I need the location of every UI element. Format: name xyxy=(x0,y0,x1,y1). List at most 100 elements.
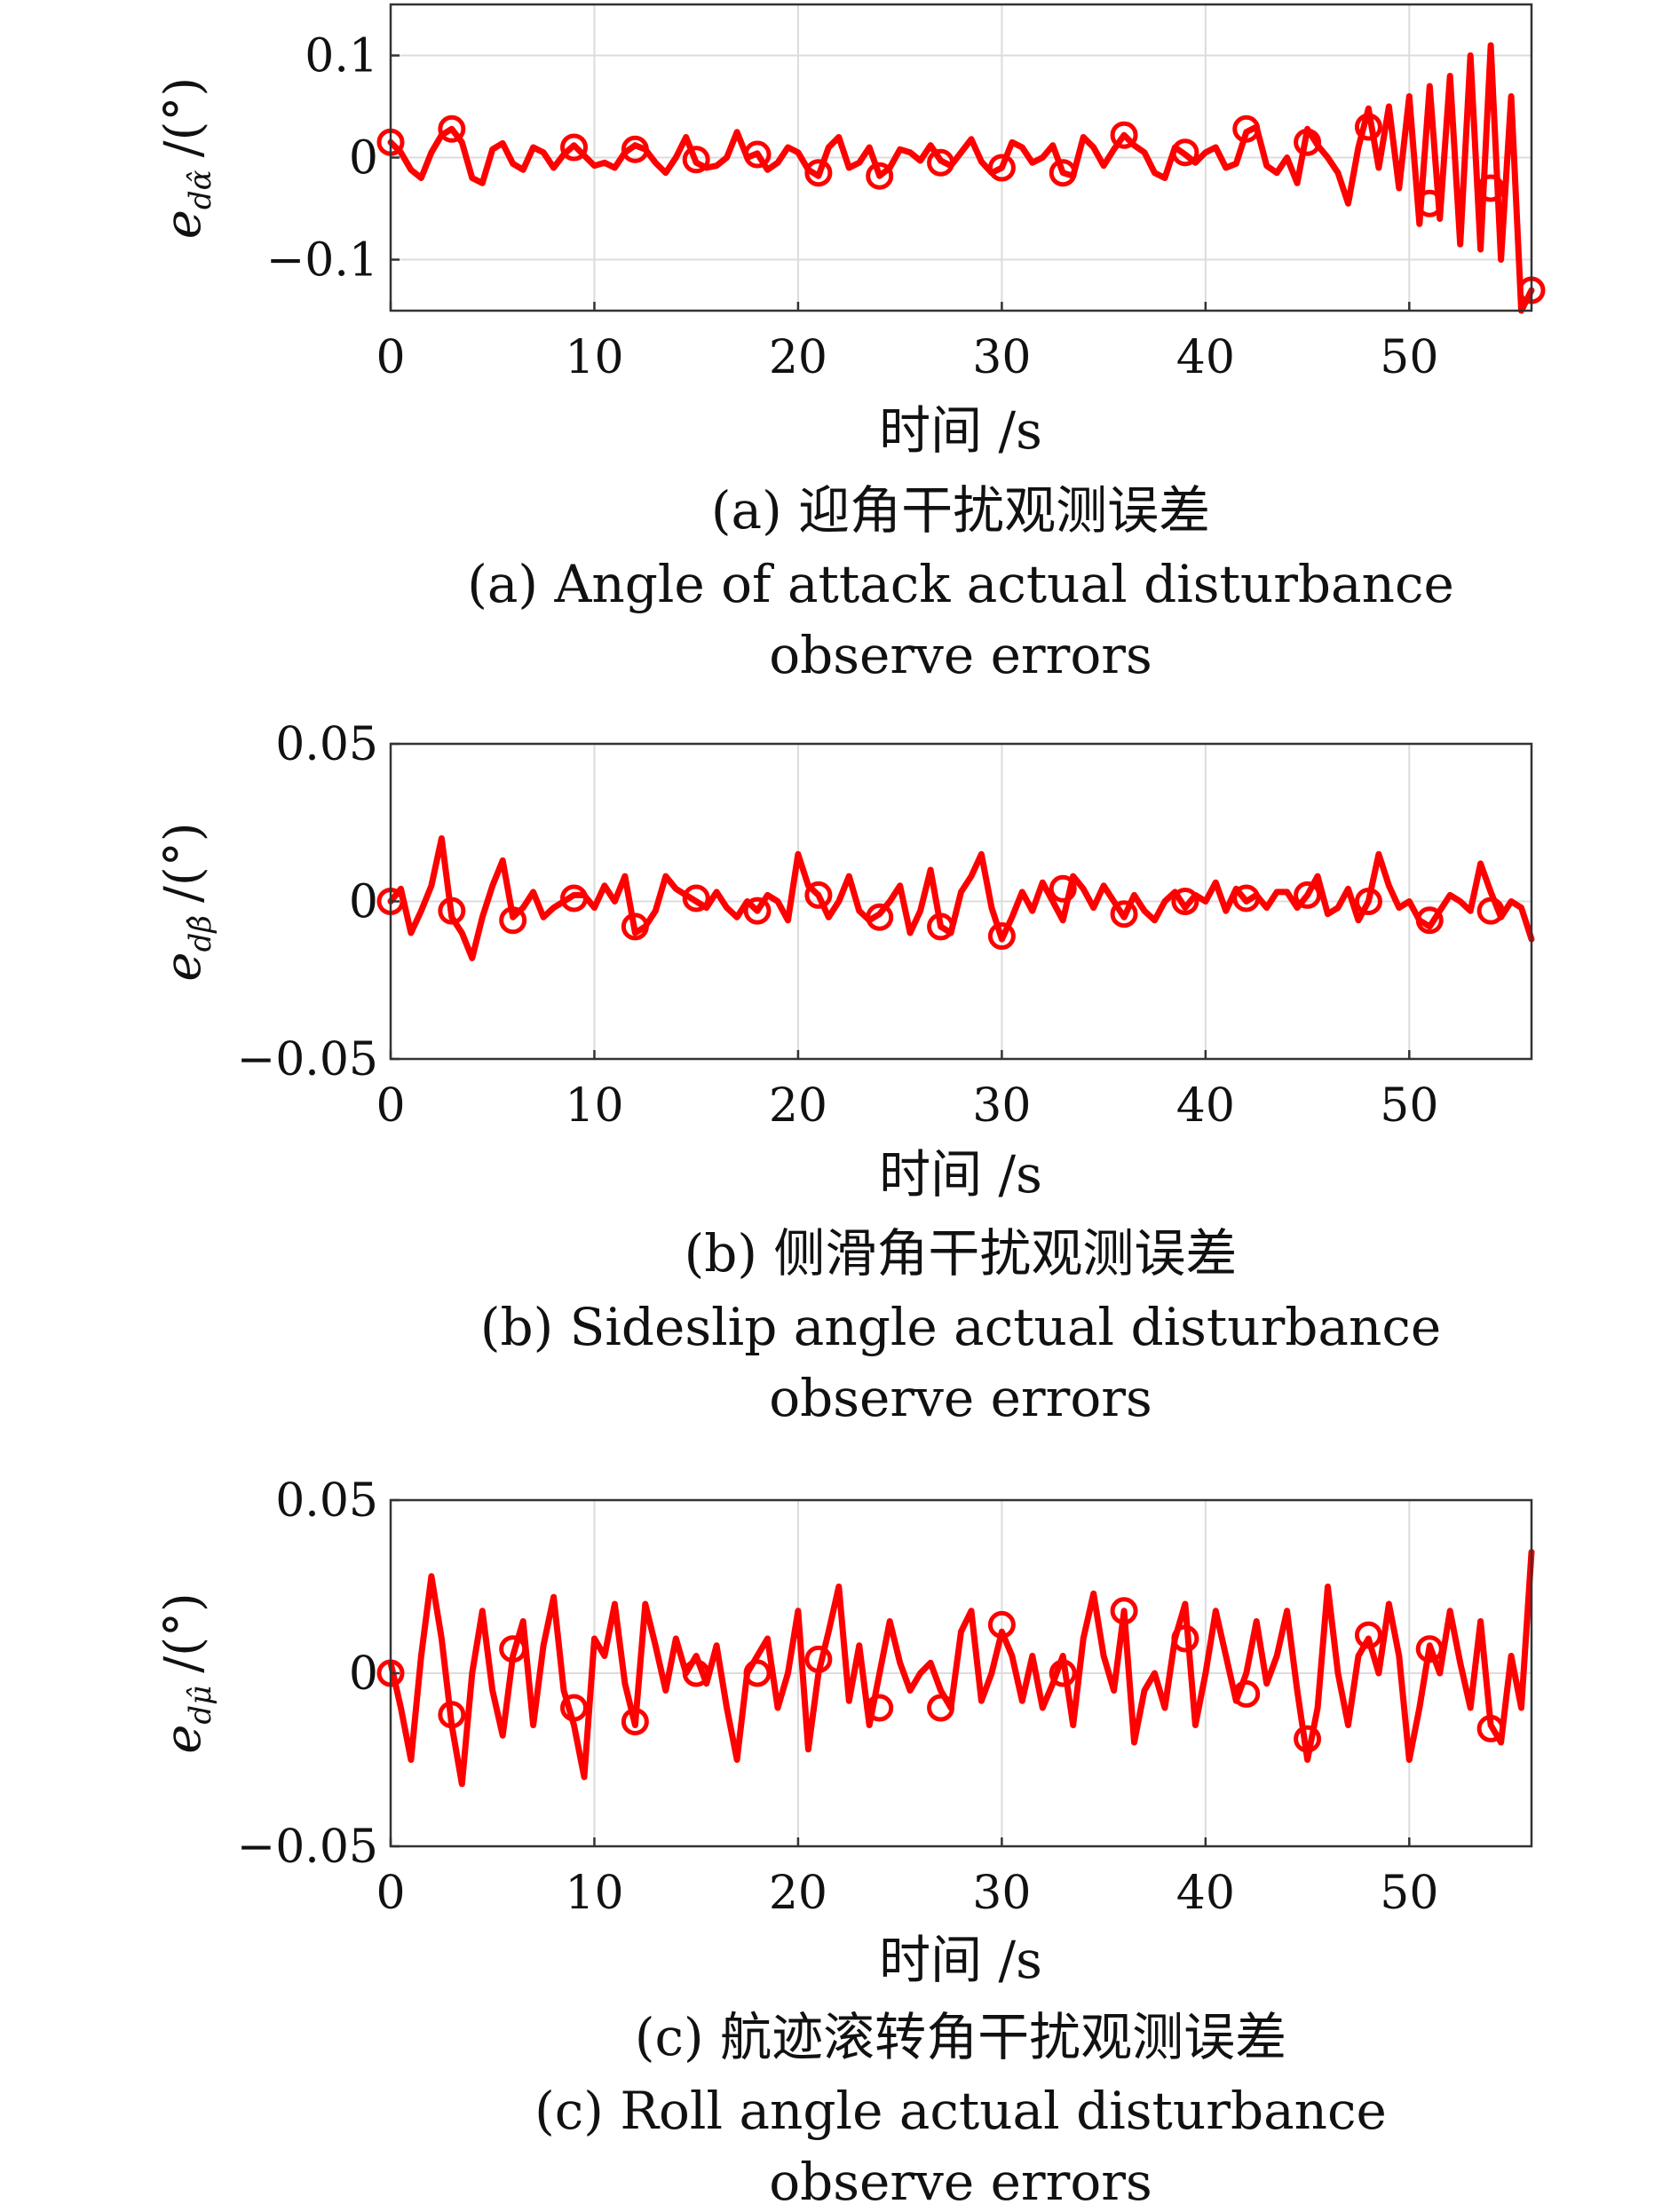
panel-b-ytick-label-1: 0 xyxy=(349,876,378,929)
panel-c-marker-15 xyxy=(1294,1725,1322,1753)
panel-c-caption-en-2: observe errors xyxy=(769,2152,1152,2212)
panel-b-marker-7 xyxy=(804,881,833,909)
panel-a-xlabel: 时间 /s xyxy=(879,400,1042,461)
panel-b-xtick-label-0: 0 xyxy=(376,1079,405,1133)
panel-b-marker-13 xyxy=(1171,888,1199,915)
panel-c-series-line xyxy=(387,1549,1535,1788)
panel-b-marker-14 xyxy=(1232,884,1261,912)
panel-b-marker-6 xyxy=(743,897,772,925)
panel-c-marker-13 xyxy=(1171,1624,1199,1653)
panel-a-marker-8 xyxy=(927,148,955,177)
panel-b-marker-4 xyxy=(621,912,649,941)
panel-a-xtick-label-0: 0 xyxy=(376,331,405,384)
panel-a-xtick-label-2: 20 xyxy=(769,331,827,384)
panel-b-ytick-label-0: −0.05 xyxy=(237,1033,378,1086)
panel-a-marker-5 xyxy=(743,140,772,169)
panel-b-xticks: 0 10 20 30 40 50 xyxy=(376,1050,1438,1133)
panel-c-markers xyxy=(376,1597,1505,1753)
panel-a-xtick-label-5: 50 xyxy=(1380,331,1438,384)
panel-b-markers xyxy=(376,874,1505,951)
panel-a-caption-en-1: (a) Angle of attack actual disturbance xyxy=(467,554,1454,614)
panel-b-marker-15 xyxy=(1294,881,1322,909)
panel-c-ylabel: edμ̂/(°) xyxy=(154,1592,218,1754)
panel-b-marker-2 xyxy=(499,906,527,935)
panel-b-series-line xyxy=(387,835,1535,961)
panel-a-series xyxy=(387,42,1535,314)
panel-a-marker-3 xyxy=(621,135,649,163)
panel-c-marker-8 xyxy=(866,1694,894,1722)
panel-c-series xyxy=(387,1549,1535,1788)
panel-a-marker-13 xyxy=(1232,115,1261,143)
panel-b-marker-16 xyxy=(1354,888,1382,915)
panel-b-xtick-label-4: 40 xyxy=(1176,1079,1235,1133)
panel-c-marker-2 xyxy=(499,1635,527,1663)
panel-a-ylabel: edα̂/(°) xyxy=(154,77,218,239)
panel-c-xlabel: 时间 /s xyxy=(879,1930,1042,1990)
panel-c-marker-14 xyxy=(1232,1679,1261,1708)
panel-b-xtick-label-3: 30 xyxy=(972,1079,1031,1133)
panel-a-ytick-label-2: 0.1 xyxy=(305,30,378,83)
panel-b-xtick-label-5: 50 xyxy=(1380,1079,1438,1133)
panel-a-marker-10 xyxy=(1049,159,1077,187)
panel-c-xtick-label-2: 20 xyxy=(769,1867,827,1920)
panel-c-marker-7 xyxy=(804,1645,833,1673)
panel-b-caption-en-1: (b) Sideslip angle actual disturbance xyxy=(480,1297,1441,1357)
panel-a-marker-11 xyxy=(1110,121,1138,149)
panel-b-marker-18 xyxy=(1476,897,1505,925)
panel-c-marker-10 xyxy=(987,1610,1016,1639)
panel-c-yticks: −0.05 0 0.05 xyxy=(237,1474,400,1874)
panel-a-grid xyxy=(390,4,1532,311)
panel-a: −0.1 0 0.1 0 10 20 30 40 50 edα̂/(°) 时间 /s (a) … xyxy=(154,3,1546,685)
panel-b-marker-9 xyxy=(927,912,955,941)
panel-b-marker-10 xyxy=(987,922,1016,951)
panel-a-xticks: 0 10 20 30 40 50 xyxy=(376,302,1438,384)
panel-b-marker-5 xyxy=(682,884,710,912)
panel-a-marker-16 xyxy=(1415,189,1444,217)
panel-a-xtick-label-1: 10 xyxy=(565,331,623,384)
panel-c-marker-3 xyxy=(560,1694,589,1722)
panel-b-marker-17 xyxy=(1415,906,1444,935)
panel-c-marker-17 xyxy=(1415,1635,1444,1663)
panel-c-xtick-label-0: 0 xyxy=(376,1867,405,1920)
panel-b-series xyxy=(387,835,1535,961)
panel-a-marker-2 xyxy=(560,133,589,162)
panel-b-xlabel: 时间 /s xyxy=(879,1144,1042,1205)
panel-c-marker-11 xyxy=(1049,1659,1077,1687)
panel-c-ytick-label-0: −0.05 xyxy=(237,1821,378,1874)
panel-c-marker-16 xyxy=(1354,1621,1382,1649)
panel-a-marker-15 xyxy=(1354,113,1382,141)
panel-c-xtick-label-1: 10 xyxy=(565,1867,623,1920)
panel-a-ytick-label-1: 0 xyxy=(349,132,378,186)
panel-a-markers xyxy=(376,113,1546,304)
panel-a-marker-6 xyxy=(804,159,833,187)
panel-b-marker-1 xyxy=(438,897,466,925)
panel-c-xtick-label-4: 40 xyxy=(1176,1867,1235,1920)
panel-a-marker-1 xyxy=(438,115,466,143)
panel-c-marker-12 xyxy=(1110,1597,1138,1625)
panel-c-marker-6 xyxy=(743,1659,772,1687)
panel-a-xtick-label-4: 40 xyxy=(1176,331,1235,384)
panel-b-marker-12 xyxy=(1110,900,1138,928)
panel-a-ytick-label-0: −0.1 xyxy=(266,234,378,288)
panel-c-marker-9 xyxy=(927,1694,955,1722)
panel-c-xticks: 0 10 20 30 40 50 xyxy=(376,1837,1438,1920)
panel-a-caption-cn: (a) 迎角干扰观测误差 xyxy=(711,480,1210,541)
panel-b-marker-11 xyxy=(1049,874,1077,903)
panel-c-ytick-label-2: 0.05 xyxy=(275,1474,378,1528)
panel-c-marker-4 xyxy=(621,1708,649,1736)
panel-c-caption-cn: (c) 航迹滚转角干扰观测误差 xyxy=(635,2007,1286,2067)
panel-b-ylabel: edβ̂/(°) xyxy=(154,822,218,981)
panel-b-caption-cn: (b) 侧滑角干扰观测误差 xyxy=(685,1223,1238,1284)
panel-b-ytick-label-2: 0.05 xyxy=(275,718,378,771)
panel-c-marker-1 xyxy=(438,1701,466,1729)
panel-b-xtick-label-1: 10 xyxy=(565,1079,623,1133)
panel-c-xtick-label-3: 30 xyxy=(972,1867,1031,1920)
panel-b-caption-en-2: observe errors xyxy=(769,1368,1152,1428)
panel-a-marker-9 xyxy=(987,154,1016,182)
panel-a-caption-en-2: observe errors xyxy=(769,625,1152,685)
panel-c-marker-5 xyxy=(682,1659,710,1687)
panel-b-marker-3 xyxy=(560,884,589,912)
